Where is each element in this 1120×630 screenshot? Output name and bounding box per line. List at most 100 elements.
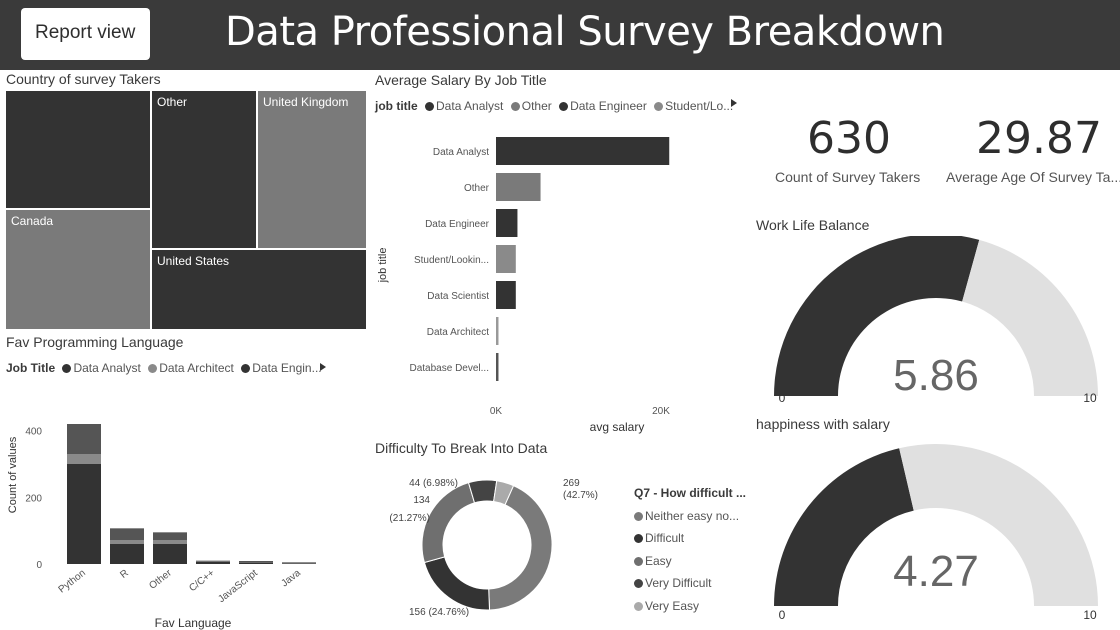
legend-dot-icon bbox=[634, 579, 643, 588]
donut-data-label: 156 (24.76%) bbox=[409, 607, 469, 618]
count-kpi-value: 630 bbox=[807, 113, 891, 164]
language-category-label: R bbox=[118, 568, 130, 581]
donut-legend-item[interactable]: Neither easy no... bbox=[645, 508, 740, 523]
donut-slice bbox=[423, 556, 491, 611]
salary-x-tick: 0K bbox=[490, 406, 503, 417]
country-treemap[interactable]: Other United Kingdom Canada United State… bbox=[6, 91, 366, 329]
count-kpi-label: Count of Survey Takers bbox=[775, 169, 921, 185]
legend-dot-icon bbox=[559, 102, 569, 111]
legend-dot-icon bbox=[148, 364, 158, 373]
language-y-tick: 400 bbox=[25, 427, 42, 438]
salary-legend-item[interactable]: Student/Lo... bbox=[665, 99, 734, 113]
donut-data-label: (42.7%) bbox=[563, 490, 598, 501]
language-bar-segment bbox=[196, 562, 230, 564]
donut-legend-item[interactable]: Very Difficult bbox=[645, 576, 712, 590]
gauge-value-arc bbox=[774, 236, 980, 396]
salary-category-label: Data Architect bbox=[427, 327, 489, 338]
legend-dot-icon bbox=[241, 364, 251, 373]
salary-legend-title: job title bbox=[375, 99, 418, 113]
salary-chart-title: Average Salary By Job Title bbox=[375, 72, 547, 88]
language-bar-segment bbox=[196, 560, 230, 562]
difficulty-donut-chart: 269(42.7%) 134 (21.27%) 156 (24.76%) 44 (6.9… bbox=[389, 478, 598, 618]
donut-data-label: (21.27%) bbox=[389, 513, 430, 524]
salary-category-label: Student/Lookin... bbox=[414, 255, 489, 266]
gauge-min-label: 0 bbox=[779, 608, 786, 622]
back-arrow-icon[interactable] bbox=[28, 26, 44, 56]
language-bar-segment bbox=[282, 563, 316, 564]
salary-bar bbox=[496, 281, 516, 309]
language-bar-segment bbox=[110, 540, 144, 544]
report-view-button[interactable]: Report view bbox=[21, 8, 150, 60]
legend-dot-icon bbox=[654, 102, 664, 111]
report-view-label: Report view bbox=[35, 22, 136, 43]
salary-category-label: Data Engineer bbox=[425, 219, 490, 230]
salary-category-label: Other bbox=[464, 183, 490, 194]
language-category-label: Python bbox=[57, 568, 88, 596]
language-legend-item[interactable]: Data Analyst bbox=[73, 361, 141, 375]
salary-category-label: Data Scientist bbox=[427, 291, 489, 302]
donut-slice bbox=[488, 484, 553, 611]
language-bar-segment bbox=[110, 528, 144, 540]
language-legend-item[interactable]: Data Architect bbox=[159, 361, 234, 375]
legend-dot-icon bbox=[634, 534, 643, 543]
donut-legend-item[interactable]: Very Easy bbox=[645, 598, 700, 613]
language-x-axis-label: Fav Language bbox=[155, 616, 232, 630]
salary-bar bbox=[496, 137, 670, 165]
salary-category-label: Database Devel... bbox=[410, 363, 490, 374]
language-category-label: Java bbox=[279, 567, 303, 589]
gauge-value-label: 4.27 bbox=[893, 547, 979, 596]
gauge-title-happiness: happiness with salary bbox=[756, 416, 890, 432]
salary-x-axis-label: avg salary bbox=[590, 420, 645, 434]
language-bar-segment bbox=[282, 562, 316, 563]
treemap-cell-canada[interactable]: Canada bbox=[6, 210, 150, 329]
treemap-title: Country of survey Takers bbox=[6, 71, 161, 87]
language-legend-title: Job Title bbox=[6, 361, 56, 375]
donut-legend-entry[interactable]: Very Difficult bbox=[634, 572, 746, 595]
age-kpi-value: 29.87 bbox=[976, 113, 1102, 164]
legend-dot-icon bbox=[425, 102, 435, 111]
language-bar-segment bbox=[239, 561, 273, 562]
salary-bar bbox=[496, 317, 499, 345]
donut-legend-entry[interactable]: Easy bbox=[634, 550, 746, 573]
language-bar-segment bbox=[153, 540, 187, 544]
donut-legend-entry[interactable]: Very Easy bbox=[634, 595, 746, 618]
salary-legend-item[interactable]: Data Engineer bbox=[570, 99, 647, 113]
language-category-label: Other bbox=[147, 567, 174, 591]
donut-legend-item[interactable]: Difficult bbox=[645, 531, 685, 545]
donut-legend-title: Q7 - How difficult ... bbox=[634, 486, 746, 500]
happiness-salary-gauge: 4.27 0 10 bbox=[774, 444, 1098, 622]
language-bar-chart: 0 200 400 Python R Other C/C++ JavaScript Java Fa… bbox=[7, 424, 316, 630]
salary-bar bbox=[496, 173, 541, 201]
report-header: Report view Data Professional Survey Bre… bbox=[0, 0, 1120, 70]
treemap-cell-united-kingdom[interactable]: United Kingdom bbox=[258, 91, 366, 248]
donut-legend-entry[interactable]: Neither easy no... bbox=[634, 505, 746, 528]
language-legend-item[interactable]: Data Engin... bbox=[252, 361, 322, 375]
gauge-track-arc bbox=[899, 444, 1098, 606]
language-y-tick: 0 bbox=[36, 560, 42, 571]
donut-data-label: 44 (6.98%) bbox=[409, 478, 458, 489]
donut-legend: Q7 - How difficult ... Neither easy no..… bbox=[634, 482, 746, 617]
language-bar-segment bbox=[67, 424, 101, 454]
legend-dot-icon bbox=[62, 364, 72, 373]
legend-next-arrow-icon[interactable] bbox=[731, 99, 737, 107]
language-category-label: JavaScript bbox=[216, 568, 260, 606]
language-y-tick: 200 bbox=[25, 493, 42, 504]
salary-x-tick: 20K bbox=[652, 406, 670, 417]
gauge-track-arc bbox=[962, 239, 1098, 396]
language-bar-segment bbox=[239, 562, 273, 564]
treemap-cell[interactable] bbox=[6, 91, 150, 208]
salary-legend: job title Data Analyst Other Data Engine… bbox=[375, 99, 733, 113]
work-life-balance-gauge: 5.86 0 10 bbox=[774, 236, 1098, 405]
donut-legend-item[interactable]: Easy bbox=[645, 553, 672, 568]
gauge-max-label: 10 bbox=[1083, 391, 1097, 405]
treemap-cell-united-states[interactable]: United States bbox=[152, 250, 366, 329]
donut-title: Difficulty To Break Into Data bbox=[375, 440, 548, 456]
salary-category-label: Data Analyst bbox=[433, 147, 489, 158]
donut-legend-entry[interactable]: Difficult bbox=[634, 527, 746, 550]
legend-next-arrow-icon[interactable] bbox=[320, 363, 326, 371]
salary-legend-item[interactable]: Other bbox=[521, 99, 552, 113]
treemap-cell-other[interactable]: Other bbox=[152, 91, 256, 248]
salary-legend-item[interactable]: Data Analyst bbox=[436, 99, 504, 113]
age-kpi-label: Average Age Of Survey Ta... bbox=[946, 169, 1120, 185]
salary-bar bbox=[496, 209, 518, 237]
